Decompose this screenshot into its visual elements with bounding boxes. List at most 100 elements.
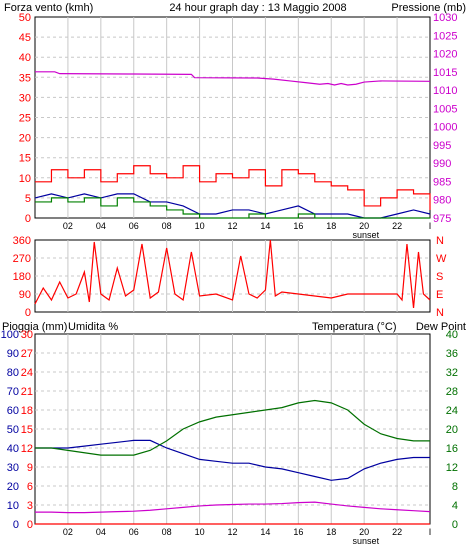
time-tick-label: 22 xyxy=(392,527,402,537)
pressure-axis-tick: 1025 xyxy=(433,30,457,42)
chart-title: 24 hour graph day : 13 Maggio 2008 xyxy=(169,2,346,14)
temperature-axis-tick: 4 xyxy=(452,500,458,512)
rain-axis-tick: 12 xyxy=(21,443,33,455)
temperature-axis-tick: 40 xyxy=(446,329,458,341)
wind-direction-series xyxy=(34,239,431,309)
rain-axis-tick: 27 xyxy=(21,348,33,360)
wind-axis-tick: 35 xyxy=(19,72,31,84)
humidity-axis-tick: 80 xyxy=(7,367,19,379)
direction-axis-tick: 270 xyxy=(13,253,31,265)
wind-axis-tick: 50 xyxy=(19,12,31,24)
humidity-axis-tick: 50 xyxy=(7,424,19,436)
compass-tick: N xyxy=(436,307,444,319)
humidity-series xyxy=(35,439,430,481)
wind-speed-label: Forza vento (kmh) xyxy=(4,2,93,14)
humidity-axis-tick: 70 xyxy=(7,386,19,398)
direction-axis-tick: 360 xyxy=(13,235,31,247)
direction-axis-tick: 180 xyxy=(13,271,31,283)
time-tick-label: 18 xyxy=(326,221,336,231)
rain-axis-tick: 30 xyxy=(21,329,33,341)
wind-axis-tick: 30 xyxy=(19,92,31,104)
time-tick-label: 20 xyxy=(359,221,369,231)
wind-axis-tick: 0 xyxy=(25,213,31,225)
time-tick-label: 04 xyxy=(96,221,106,231)
dew-point-series xyxy=(35,501,431,514)
wind-axis-tick: 10 xyxy=(19,173,31,185)
wind-gust-series xyxy=(35,165,431,210)
temperature-axis-tick: 32 xyxy=(446,367,458,379)
temperature-axis-tick: 20 xyxy=(446,424,458,436)
temperature-axis-tick: 0 xyxy=(452,519,458,531)
time-tick-label: 22 xyxy=(392,221,402,231)
rain-axis-tick: 9 xyxy=(27,462,33,474)
rain-axis-tick: 15 xyxy=(21,424,33,436)
rain-label: Pioggia (mm) xyxy=(2,321,67,333)
pressure-axis-tick: 1000 xyxy=(433,122,457,134)
pressure-axis-tick: 1010 xyxy=(433,85,457,97)
pressure-axis-tick: 990 xyxy=(433,158,451,170)
time-tick-label: 14 xyxy=(260,527,270,537)
time-tick-label: 16 xyxy=(293,527,303,537)
wind-axis-tick: 45 xyxy=(19,32,31,44)
wind-axis-tick: 40 xyxy=(19,52,31,64)
wind-axis-tick: 25 xyxy=(19,113,31,125)
compass-tick: S xyxy=(436,271,443,283)
pressure-axis-tick: 1005 xyxy=(433,103,457,115)
rain-axis-tick: 24 xyxy=(21,367,33,379)
compass-tick: W xyxy=(436,253,447,265)
compass-tick: E xyxy=(436,289,443,301)
compass-tick: N xyxy=(436,235,444,247)
humidity-axis-tick: 20 xyxy=(7,481,19,493)
time-tick-label: 02 xyxy=(63,527,73,537)
time-tick-label: 02 xyxy=(63,221,73,231)
time-tick-label: 10 xyxy=(195,527,205,537)
sunset-label: sunset xyxy=(353,230,380,240)
dew-point-label: Dew Point xyxy=(416,321,466,333)
time-tick-label: 12 xyxy=(227,221,237,231)
direction-axis-tick: 90 xyxy=(19,289,31,301)
wind-axis-tick: 20 xyxy=(19,133,31,145)
pressure-axis-tick: 980 xyxy=(433,195,451,207)
humidity-axis-tick: 60 xyxy=(7,405,19,417)
humidity-axis-tick: 0 xyxy=(13,519,19,531)
time-tick-label: 04 xyxy=(96,527,106,537)
rain-axis-tick: 3 xyxy=(27,500,33,512)
wind-axis-tick: 15 xyxy=(19,153,31,165)
wind-speed-series xyxy=(35,197,430,219)
rain-axis-tick: 21 xyxy=(21,386,33,398)
temperature-label: Temperatura (°C) xyxy=(312,321,396,333)
humidity-axis-tick: 30 xyxy=(7,462,19,474)
pressure-axis-tick: 995 xyxy=(433,140,451,152)
temperature-axis-tick: 28 xyxy=(446,386,458,398)
humidity-axis-tick: 100 xyxy=(1,329,19,341)
rain-axis-tick: 0 xyxy=(27,519,33,531)
time-tick-label: 08 xyxy=(162,527,172,537)
humidity-label: Umidita % xyxy=(68,321,118,333)
time-tick-label: 16 xyxy=(293,221,303,231)
rain-axis-tick: 6 xyxy=(27,481,33,493)
time-tick-label: 14 xyxy=(260,221,270,231)
rain-axis-tick: 18 xyxy=(21,405,33,417)
time-tick-label: 06 xyxy=(129,221,139,231)
sunset-label: sunset xyxy=(353,536,380,546)
temperature-axis-tick: 12 xyxy=(446,462,458,474)
pressure-series xyxy=(35,71,431,86)
pressure-label: Pressione (mb) xyxy=(391,2,466,14)
time-tick-label: 20 xyxy=(359,527,369,537)
humidity-axis-tick: 40 xyxy=(7,443,19,455)
time-tick-label: 08 xyxy=(162,221,172,231)
temperature-axis-tick: 8 xyxy=(452,481,458,493)
pressure-axis-tick: 985 xyxy=(433,176,451,188)
temperature-axis-tick: 36 xyxy=(446,348,458,360)
pressure-axis-tick: 975 xyxy=(433,213,451,225)
time-tick-label: 10 xyxy=(195,221,205,231)
temperature-axis-tick: 24 xyxy=(446,405,458,417)
pressure-axis-tick: 1030 xyxy=(433,12,457,24)
wind-axis-tick: 5 xyxy=(25,193,31,205)
time-tick-label: 06 xyxy=(129,527,139,537)
temperature-series xyxy=(35,399,430,456)
humidity-axis-tick: 90 xyxy=(7,348,19,360)
humidity-axis-tick: 10 xyxy=(7,500,19,512)
time-tick-label: 12 xyxy=(227,527,237,537)
